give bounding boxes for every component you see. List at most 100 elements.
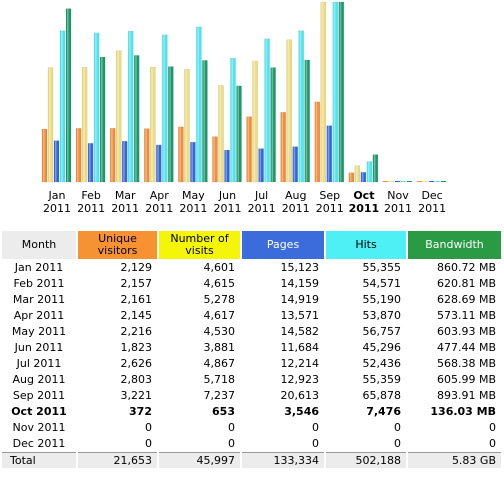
bar-visits <box>320 1 327 183</box>
total-cell-month: Total <box>2 452 76 468</box>
cell-bandwidth: 136.03 MB <box>430 405 496 418</box>
x-tick-label-year: 2011 <box>179 202 207 215</box>
cell-month: May 2011 <box>11 325 67 338</box>
bar-hits <box>93 32 100 183</box>
bar-pages <box>326 125 333 183</box>
bar-visits <box>423 181 429 182</box>
cell-pages: 12,214 <box>280 357 320 370</box>
bar-pages-highlight <box>55 140 57 182</box>
bar-bandwidth-highlight <box>101 56 103 183</box>
table-row: May 2011 2,216 4,530 14,582 56,757 603.93 MB <box>2 324 501 339</box>
bar-hits-highlight <box>265 38 268 182</box>
cell-pages: 12,923 <box>280 373 320 386</box>
cell-month: Apr 2011 <box>13 309 65 322</box>
cell-bandwidth: 860.72 MB <box>436 261 496 274</box>
table-total-row: Total 21,653 45,997 133,334 502,188 5.83 GB <box>2 452 501 468</box>
x-tick-label-month: Jun <box>218 189 236 202</box>
cell-visits: 4,530 <box>203 325 236 338</box>
cell-unique-visitors: 3,221 <box>120 389 153 402</box>
table-row: Jun 2011 1,823 3,881 11,684 45,296 477.44 MB <box>2 340 501 355</box>
bar-unique-visitors <box>109 128 116 183</box>
x-tick-label-month: Mar <box>115 189 136 202</box>
bar-hits-highlight <box>231 58 233 182</box>
cell-pages: 13,571 <box>280 309 320 322</box>
cell-unique-visitors: 2,157 <box>120 277 153 290</box>
header-pages: Pages <box>242 231 324 259</box>
x-tick-label-year: 2011 <box>418 202 446 215</box>
header-month: Month <box>2 231 76 259</box>
bar-unique-visitors <box>41 128 48 183</box>
cell-unique-visitors: 1,823 <box>120 341 153 354</box>
bar-pages-highlight <box>157 144 159 182</box>
table-row: Nov 2011 0 0 0 0 0 <box>2 420 501 435</box>
bar-unique-visitors <box>314 101 321 183</box>
bar-pages-highlight <box>191 142 193 182</box>
cell-bandwidth: 893.91 MB <box>436 389 496 402</box>
bar-visits-highlight <box>185 69 187 182</box>
bar-visits-highlight <box>49 67 51 182</box>
cell-visits: 7,237 <box>203 389 236 402</box>
bar-hits <box>162 34 168 183</box>
bar-hits <box>196 26 202 183</box>
cell-visits: 4,615 <box>203 277 236 290</box>
header-hits: Hits <box>326 231 406 259</box>
cell-pages: 15,123 <box>280 261 320 274</box>
cell-pages: 0 <box>312 421 319 434</box>
bar-bandwidth <box>372 154 379 183</box>
table-header-row: Month Unique visitors Number of visits P… <box>2 231 501 259</box>
bar-visits <box>150 66 156 183</box>
bar-visits-highlight <box>253 60 256 182</box>
cell-pages: 14,159 <box>280 277 320 290</box>
x-tick-label-month: Nov <box>387 189 409 202</box>
x-tick-label-year: 2011 <box>77 202 105 215</box>
cell-unique-visitors: 2,161 <box>120 293 153 306</box>
cell-pages: 0 <box>312 437 319 450</box>
x-tick-label-month: Dec <box>421 189 442 202</box>
x-tick-label-month: Feb <box>81 189 100 202</box>
bar-pages <box>121 140 128 183</box>
bar-visits-highlight <box>321 2 324 182</box>
bar-visits <box>81 66 88 183</box>
bar-bandwidth-highlight <box>271 67 274 182</box>
bar-visits <box>286 39 292 183</box>
cell-month: Nov 2011 <box>12 421 66 434</box>
bar-hits <box>59 30 66 183</box>
cell-pages: 3,546 <box>284 405 319 418</box>
bar-unique-visitors <box>246 116 252 183</box>
cell-unique-visitors: 0 <box>145 437 152 450</box>
x-tick-label-month: Apr <box>150 189 170 202</box>
bar-visits <box>218 85 224 183</box>
cell-hits: 7,476 <box>366 405 401 418</box>
cell-hits: 56,757 <box>362 325 402 338</box>
bar-hits <box>366 161 373 183</box>
table-row: Dec 2011 0 0 0 0 0 <box>2 436 501 451</box>
cell-hits: 55,359 <box>362 373 402 386</box>
bar-bandwidth <box>236 85 242 183</box>
cell-unique-visitors: 2,145 <box>120 309 153 322</box>
bar-unique-visitors-highlight <box>213 136 215 182</box>
x-tick-label-month: Jan <box>48 189 66 202</box>
cell-pages: 14,582 <box>280 325 320 338</box>
bar-bandwidth-highlight <box>373 154 376 182</box>
bar-unique-visitors-highlight <box>349 172 352 182</box>
cell-hits: 55,190 <box>362 293 402 306</box>
bar-hits-highlight <box>367 161 370 182</box>
bar-visits <box>115 50 122 183</box>
header-number-of-visits: Number of visits <box>159 231 240 259</box>
bar-unique-visitors-highlight <box>315 101 318 182</box>
bar-hits <box>401 181 406 182</box>
cell-pages: 20,613 <box>280 389 320 402</box>
bar-pages-highlight <box>225 150 227 182</box>
cell-unique-visitors: 2,129 <box>120 261 153 274</box>
cell-hits: 0 <box>394 421 401 434</box>
bar-pages-highlight <box>123 141 125 182</box>
x-tick-label-month: Aug <box>285 189 306 202</box>
bar-hits-highlight <box>333 2 336 182</box>
cell-unique-visitors: 372 <box>129 405 152 418</box>
bar-visits <box>354 165 361 183</box>
bar-pages-highlight <box>293 146 296 182</box>
bar-visits <box>47 67 54 183</box>
bar-pages-highlight <box>327 125 330 182</box>
cell-bandwidth: 620.81 MB <box>436 277 496 290</box>
total-cell-unique-visitors: 21,653 <box>78 452 157 468</box>
